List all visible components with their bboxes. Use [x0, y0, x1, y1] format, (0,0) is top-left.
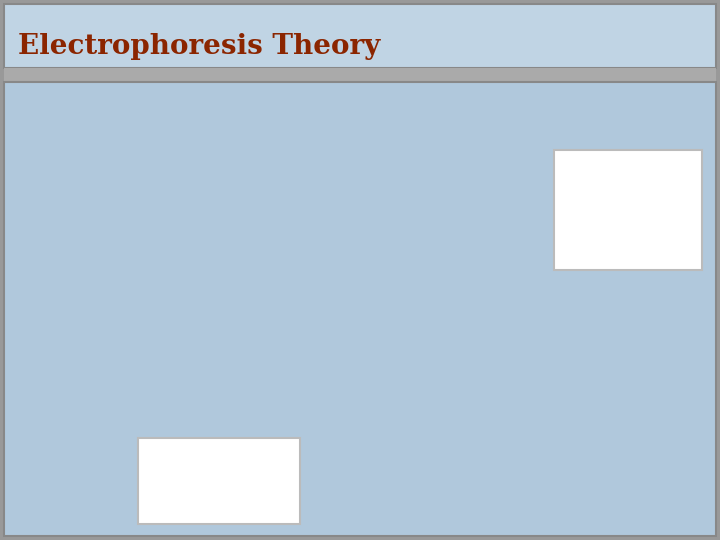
Text: Where: Where	[318, 457, 390, 475]
Text: ⁻¹²: ⁻¹²	[156, 261, 179, 279]
Text: charge: charge	[469, 457, 538, 475]
Text: dynamic vicocity: dynamic vicocity	[309, 261, 464, 279]
Text: ✱: ✱	[22, 291, 36, 309]
Text: $\mu_e = \dfrac{\varepsilon\varepsilon_0\zeta}{\eta}$: $\mu_e = \dfrac{\varepsilon\varepsilon_0…	[574, 183, 682, 237]
Text: zeta potential: zeta potential	[307, 157, 446, 175]
Text: is the: is the	[400, 457, 469, 475]
Text: z: z	[390, 457, 400, 475]
Text: analytes are: analytes are	[46, 365, 175, 383]
Text: . In this case, we are more: . In this case, we are more	[303, 365, 570, 383]
Text: r: r	[454, 491, 464, 509]
Text: term ζ.: term ζ.	[446, 157, 524, 175]
Text: $u_e = \dfrac{z}{6\pi\eta r}$: $u_e = \dfrac{z}{6\pi\eta r}$	[163, 457, 275, 505]
Text: is the: is the	[464, 491, 532, 509]
Text: dielectric constant: dielectric constant	[216, 193, 391, 211]
Text: and: and	[404, 491, 454, 509]
Text: ) and η is the: ) and η is the	[179, 261, 309, 279]
Text: whose size is on the order of the double layer. But our: whose size is on the order of the double…	[46, 328, 593, 346]
Text: ✱: ✱	[22, 119, 36, 137]
Text: much bigger: much bigger	[175, 365, 303, 383]
Text: of the: of the	[391, 193, 451, 211]
Text: So far we have assumed that we are dealing with particles: So far we have assumed that we are deali…	[46, 291, 633, 309]
Text: Stokes radius: Stokes radius	[532, 491, 670, 509]
Text: Electrophoresis Theory: Electrophoresis Theory	[18, 32, 380, 59]
Text: viscosity: viscosity	[318, 491, 404, 509]
Text: charge.: charge.	[46, 439, 122, 457]
Text: concerned with the stokes radius relative to the amount of: concerned with the stokes radius relativ…	[46, 402, 639, 420]
Text: are incorporated into the: are incorporated into the	[46, 157, 307, 175]
Text: , η is the: , η is the	[538, 457, 626, 475]
Text: solvent, ε₀ is the: solvent, ε₀ is the	[76, 227, 235, 245]
Text: Where ε is the: Where ε is the	[76, 193, 216, 211]
Text: The effect of the double layer for a given solvent and analyte: The effect of the double layer for a giv…	[46, 119, 661, 137]
Text: (8.85*10: (8.85*10	[76, 261, 156, 279]
Text: permitivity of the vaccum: permitivity of the vaccum	[235, 227, 474, 245]
